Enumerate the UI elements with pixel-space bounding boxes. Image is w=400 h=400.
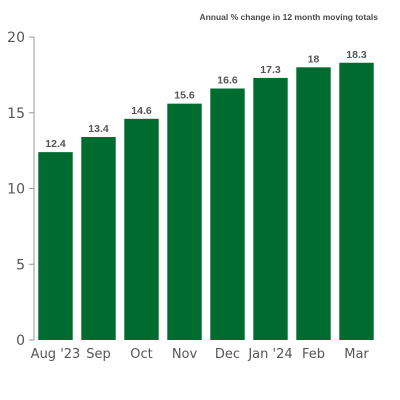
x-tick-label: Dec [215,347,240,362]
chart-subtitle: Annual % change in 12 month moving total… [199,12,378,22]
bar [38,152,73,340]
bar [210,88,245,340]
data-label: 17.3 [260,64,281,76]
y-tick-label: 20 [7,30,25,46]
x-axis: Aug '23 Sep Oct Nov Dec Jan '24 Feb Mar [31,347,370,362]
bar [167,103,202,340]
data-label: 15.6 [174,90,195,102]
x-tick-label: Sep [86,347,111,362]
data-labels: 12.4 13.4 14.6 15.6 16.6 17.3 18 18.3 [45,49,367,150]
x-tick-label: Jan '24 [247,347,292,362]
data-label: 16.6 [217,75,238,87]
data-label: 14.6 [131,105,152,117]
bars [38,62,374,341]
data-label: 12.4 [45,138,66,150]
data-label: 18 [308,53,320,65]
x-tick-label: Mar [344,347,369,362]
x-tick-label: Oct [130,347,152,362]
bar [253,77,288,340]
y-tick-label: 0 [16,333,25,349]
data-label: 13.4 [88,123,109,135]
bar [81,136,116,340]
bar [296,67,331,341]
data-label: 18.3 [346,49,367,61]
y-tick-label: 15 [7,106,25,122]
x-tick-label: Aug '23 [31,347,81,362]
x-tick-label: Nov [172,347,198,362]
bar [124,118,159,340]
y-axis: 0 5 10 15 20 [7,30,35,349]
bar [339,62,374,340]
x-tick-label: Feb [302,347,325,362]
y-tick-label: 10 [7,182,25,198]
y-tick-label: 5 [16,257,25,273]
